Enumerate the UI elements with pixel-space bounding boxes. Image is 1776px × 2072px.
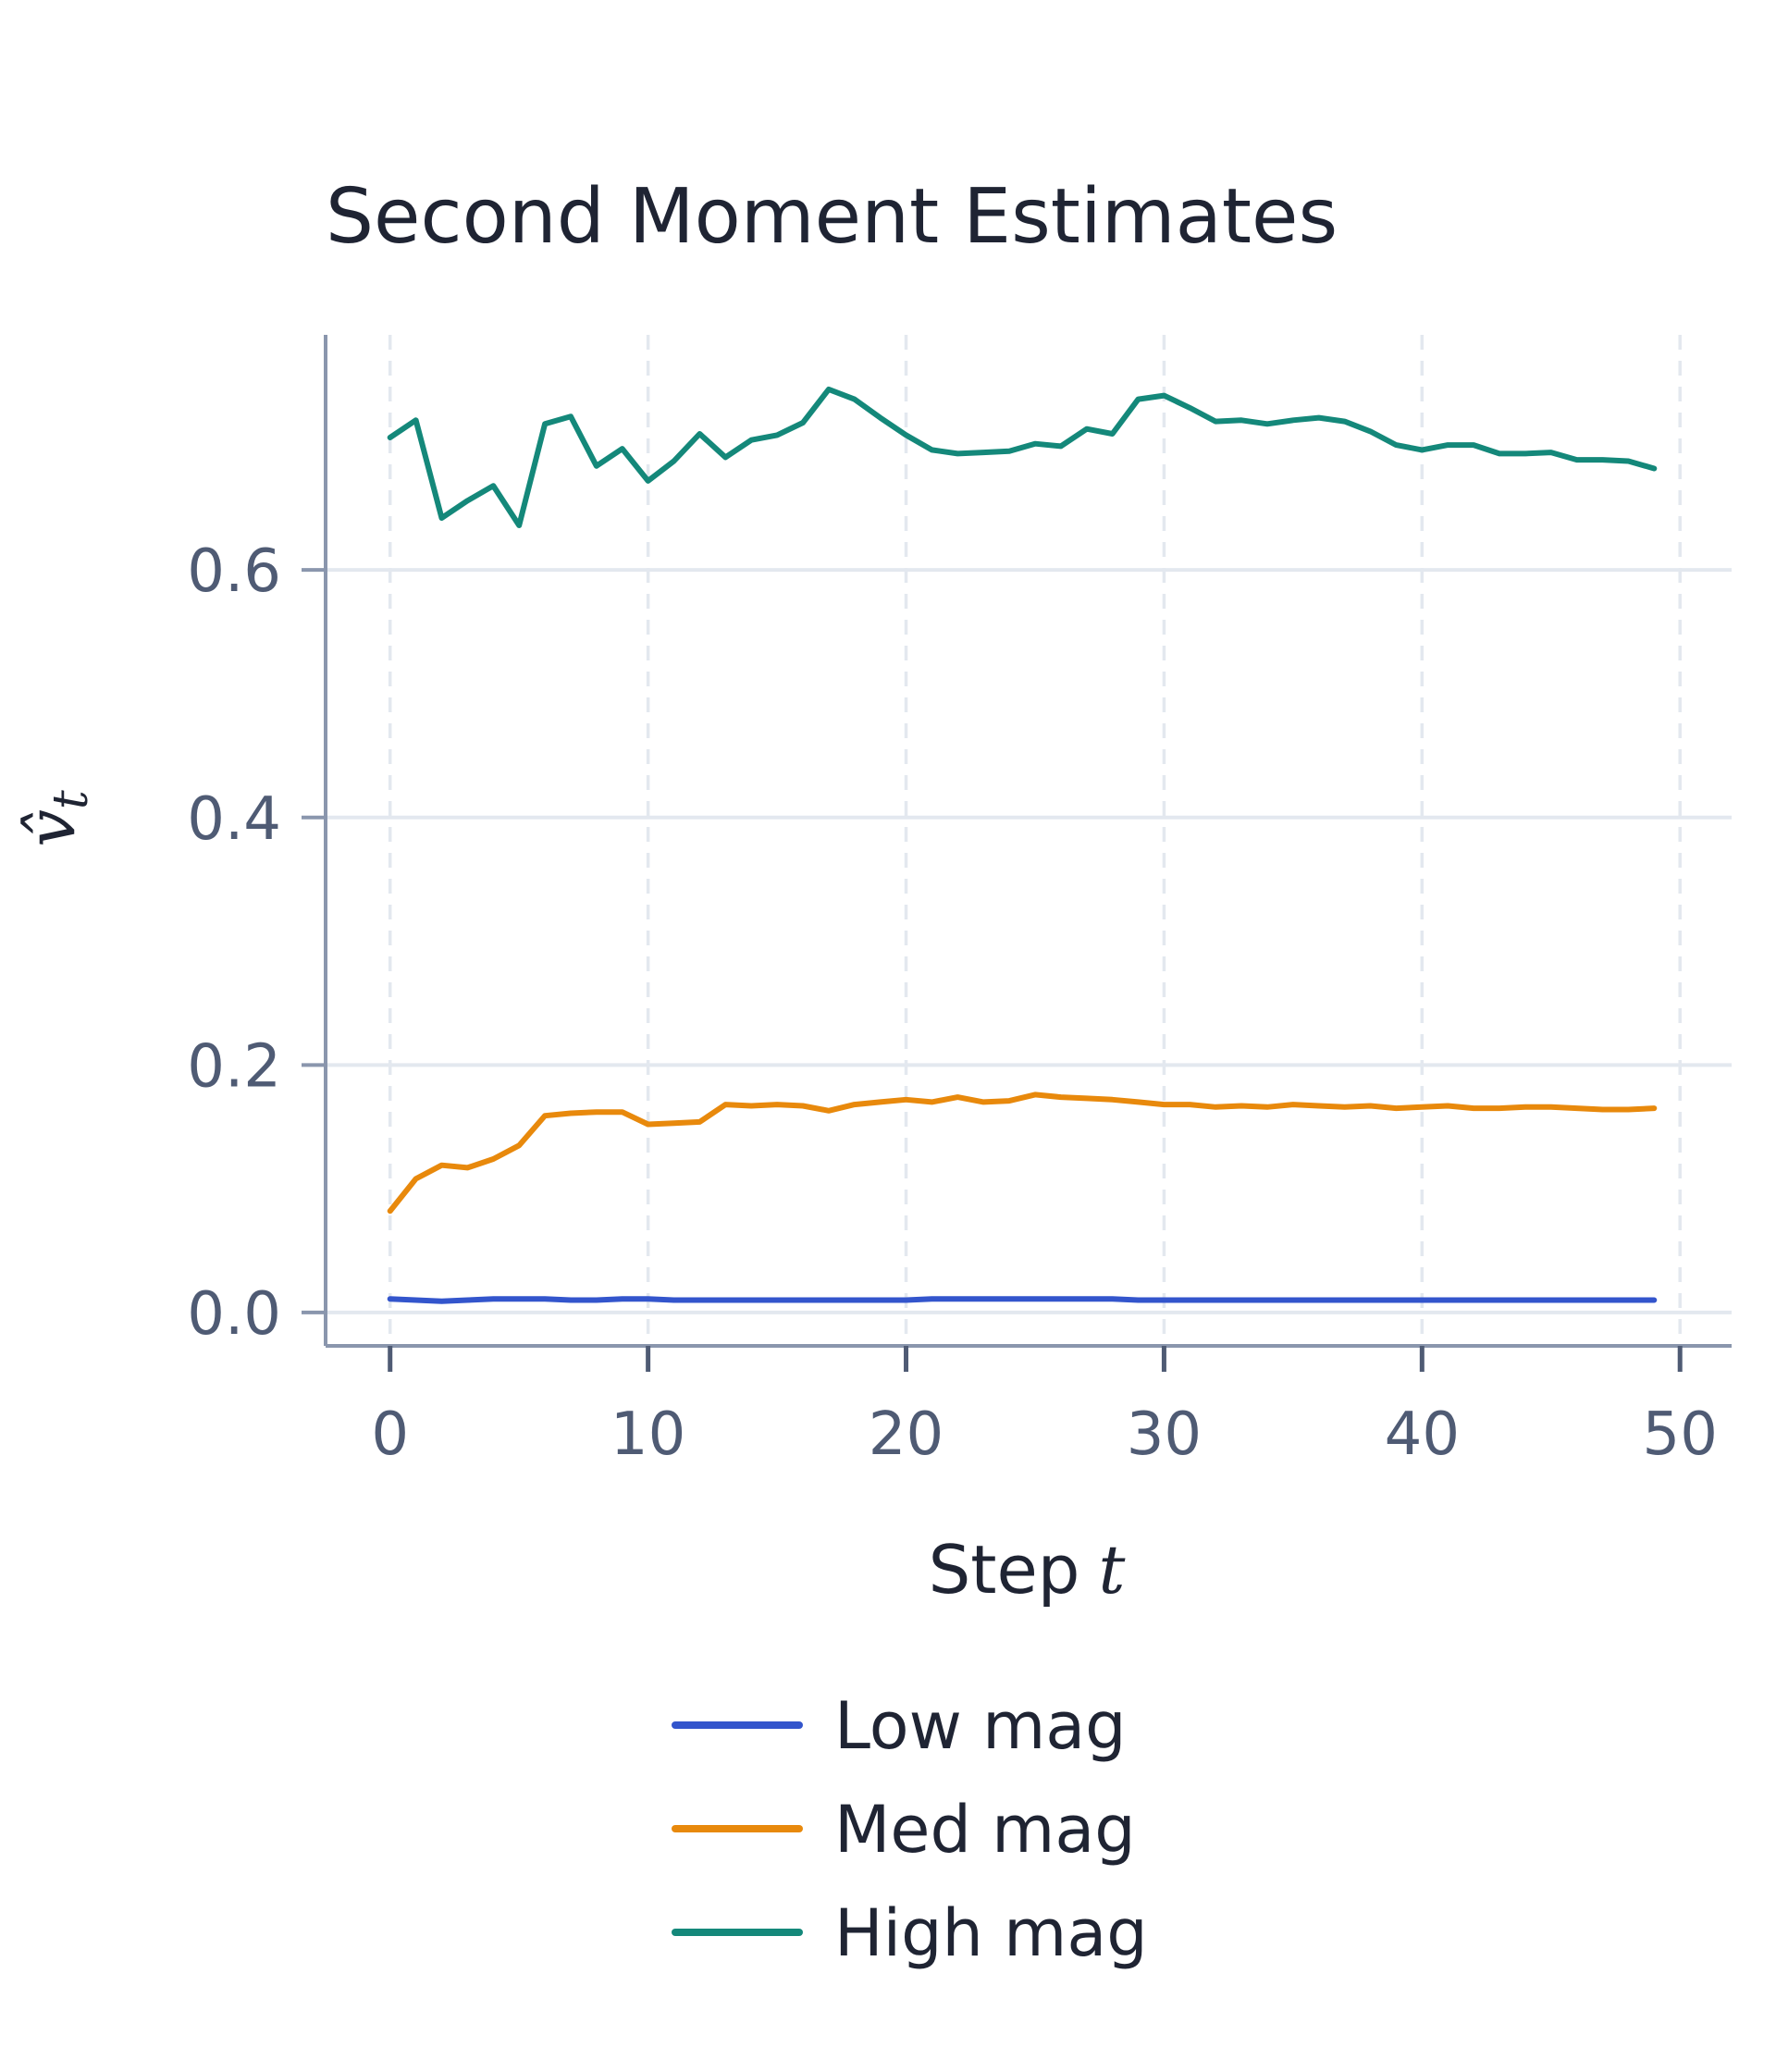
y-tick-label: 0.6 — [187, 537, 281, 606]
axes — [324, 335, 1732, 1348]
x-axis-label-symbol: t — [1099, 1531, 1127, 1609]
y-axis-label: v̂t — [12, 790, 99, 847]
grid — [326, 335, 1732, 1346]
legend-label: Low mag — [834, 1688, 1127, 1764]
x-tick-label: 10 — [610, 1400, 685, 1469]
legend: Low mag Med mag High mag — [672, 1688, 1148, 1971]
x-tick-label: 0 — [371, 1400, 409, 1469]
tick-marks — [302, 568, 1683, 1372]
series-lines — [387, 386, 1658, 1304]
tick-labels: 0.0 0.2 0.4 0.6 0 10 20 30 40 50 — [187, 537, 1718, 1469]
y-axis-label-subscript: t — [43, 790, 99, 809]
legend-label: Med mag — [834, 1792, 1136, 1868]
x-axis-label: Step t — [929, 1531, 1127, 1609]
series-line-low-mag — [387, 1296, 1658, 1304]
x-tick-label: 20 — [869, 1400, 944, 1469]
x-tick-label: 30 — [1127, 1400, 1202, 1469]
y-axis-label-symbol: v̂ — [12, 809, 90, 847]
x-axis-label-text: Step — [929, 1531, 1080, 1609]
series-line-high-mag — [387, 386, 1658, 528]
y-tick-label: 0.4 — [187, 785, 281, 854]
x-tick-label: 40 — [1385, 1400, 1460, 1469]
legend-label: High mag — [834, 1895, 1148, 1971]
series-line-med-mag — [387, 1092, 1658, 1215]
y-tick-label: 0.0 — [187, 1280, 281, 1349]
x-tick-label: 50 — [1643, 1400, 1718, 1469]
y-tick-label: 0.2 — [187, 1032, 281, 1101]
chart-title: Second Moment Estimates — [326, 173, 1338, 261]
